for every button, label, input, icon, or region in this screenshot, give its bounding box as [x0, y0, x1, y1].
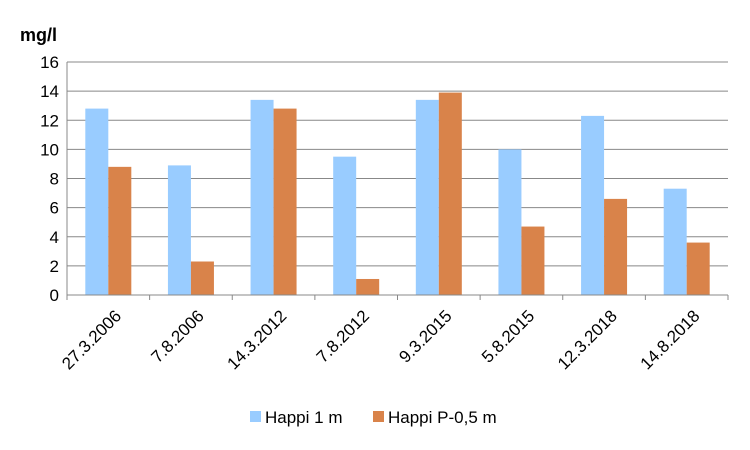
x-category-label: 14.8.2018 [637, 306, 704, 373]
x-category-label: 9.3.2015 [395, 306, 455, 366]
y-tick-label: 16 [40, 53, 59, 72]
y-axis-title: mg/l [20, 25, 57, 45]
y-tick-label: 6 [50, 199, 59, 218]
x-category-label: 12.3.2018 [554, 306, 621, 373]
bar-happi-1m [581, 115, 605, 295]
y-ticks: 0 2 4 6 8 10 12 14 16 [40, 53, 59, 305]
legend-swatch [373, 411, 384, 422]
bar-happi-1m [415, 99, 439, 295]
grid [67, 61, 728, 267]
x-category-label: 5.8.2015 [478, 306, 538, 366]
bar-happi-1m [333, 156, 357, 295]
y-tick-label: 4 [50, 228, 59, 247]
x-category-label: 7.8.2012 [313, 306, 373, 366]
axes [66, 62, 729, 300]
y-tick-label: 8 [50, 170, 59, 189]
bar-happi-p05m [604, 198, 628, 295]
bar-happi-p05m [356, 278, 380, 295]
y-tick-label: 10 [40, 140, 59, 159]
bar-happi-p05m [686, 242, 710, 295]
legend: Happi 1 m Happi P-0,5 m [250, 408, 497, 427]
legend-swatch [250, 411, 261, 422]
legend-label: Happi P-0,5 m [388, 408, 497, 427]
bar-happi-p05m [273, 108, 297, 295]
y-tick-label: 2 [50, 257, 59, 276]
x-category-label: 14.3.2012 [223, 306, 290, 373]
bar-happi-1m [663, 188, 687, 295]
bar-happi-1m [167, 165, 191, 295]
x-category-label: 7.8.2006 [148, 306, 208, 366]
y-tick-label: 12 [40, 111, 59, 130]
bar-happi-p05m [190, 261, 214, 295]
y-tick-label: 14 [40, 82, 59, 101]
legend-label: Happi 1 m [265, 408, 342, 427]
bar-happi-1m [498, 149, 522, 295]
bar-happi-p05m [108, 166, 132, 295]
bar-happi-p05m [521, 226, 545, 295]
bar-happi-1m [85, 108, 109, 295]
bar-happi-1m [250, 99, 274, 295]
bar-happi-p05m [438, 92, 462, 295]
bars [85, 92, 710, 295]
x-category-label: 27.3.2006 [58, 306, 125, 373]
x-categories: 27.3.2006 7.8.2006 14.3.2012 7.8.2012 9.3.20… [58, 306, 703, 373]
y-tick-label: 0 [50, 286, 59, 305]
